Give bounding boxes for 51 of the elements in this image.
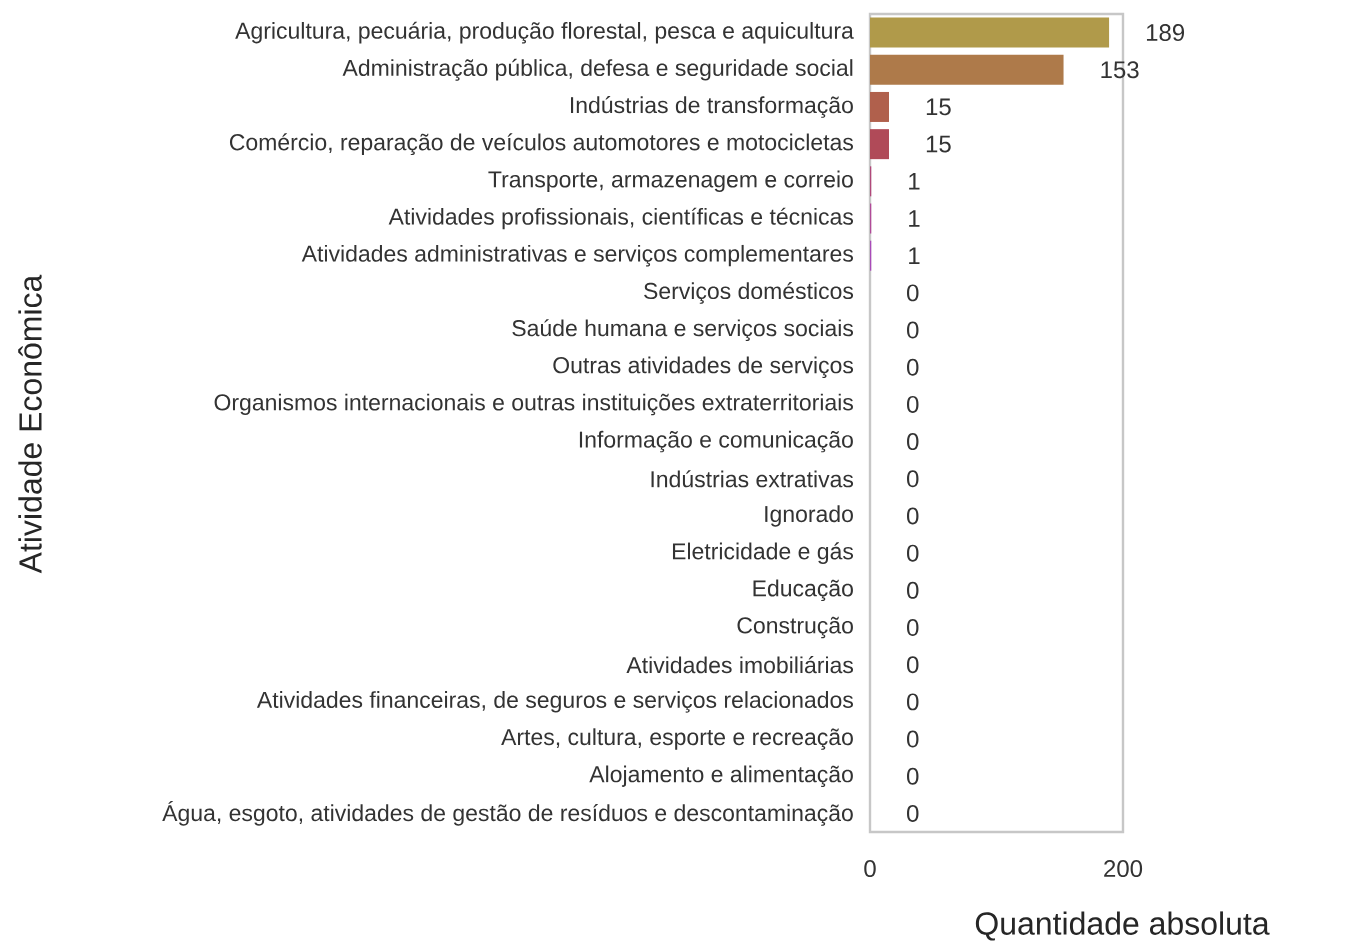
y-tick-label: Artes, cultura, esporte e recreação xyxy=(501,728,853,750)
data-label: 0 xyxy=(907,730,919,748)
y-tick-label: Atividades administrativas e serviços complementares xyxy=(301,244,853,267)
data-label: 0 xyxy=(907,767,919,785)
data-label: 1 xyxy=(909,247,920,264)
y-tick-label: Saúde humana e serviços sociais xyxy=(512,319,854,341)
y-tick-label: Atividades financeiras, de seguros e serviços relacionados xyxy=(256,691,853,713)
data-label: 0 xyxy=(907,544,919,562)
y-tick-label: Educação xyxy=(753,579,853,602)
data-label: 0 xyxy=(907,470,919,488)
y-tick-label: Construção xyxy=(737,616,853,639)
y-tick-label: Indústrias de transformação xyxy=(570,96,853,118)
bar xyxy=(870,91,889,122)
data-label: 1 xyxy=(909,210,920,227)
data-label: 0 xyxy=(907,693,919,711)
data-label: 0 xyxy=(907,804,919,822)
y-tick-label: Informação e comunicação xyxy=(579,430,853,453)
data-label: 153 xyxy=(1101,61,1139,79)
y-tick-label: Indústrias extrativas xyxy=(651,470,854,488)
data-label: 0 xyxy=(907,358,919,376)
data-label: 0 xyxy=(907,433,919,451)
data-label: 189 xyxy=(1146,24,1185,42)
y-tick-label: Alojamento e alimentação xyxy=(589,765,853,787)
y-axis-title: Atividade Econômica xyxy=(18,274,42,574)
y-tick-label: Organismos internacionais e outras instituições extraterritoriais xyxy=(214,393,853,416)
y-tick-label: Atividades imobiliárias xyxy=(626,656,854,674)
data-label: 15 xyxy=(926,98,951,116)
data-label: 0 xyxy=(907,321,919,339)
data-label: 0 xyxy=(907,395,919,413)
data-label: 0 xyxy=(907,284,919,302)
y-tick-label: Agricultura, pecuária, produção florestal, pesca e aquicultura xyxy=(235,21,854,44)
data-label: 0 xyxy=(907,581,919,599)
y-tick-label: Outras atividades de serviços xyxy=(553,356,854,378)
y-tick-label: Administração pública, defesa e seguridade social xyxy=(342,58,853,81)
data-label: 0 xyxy=(907,656,919,674)
y-tick-label: Serviços domésticos xyxy=(644,281,854,304)
x-axis-title: Quantidade absoluta xyxy=(975,911,1270,941)
bar xyxy=(870,54,1064,85)
y-tick-label: Transporte, armazenagem e correio xyxy=(488,170,853,193)
bar xyxy=(870,129,889,160)
y-tick-label: Água, esgoto, atividades de gestão de resíduos e descontaminação xyxy=(162,801,853,826)
bar xyxy=(870,17,1110,48)
y-tick-label: Comércio, reparação de veículos automotores e motocicletas xyxy=(229,133,853,156)
y-tick-label: Atividades profissionais, científicas e técnicas xyxy=(388,207,854,230)
data-label: 1 xyxy=(909,173,920,190)
y-tick-label: Eletricidade e gás xyxy=(672,542,854,564)
x-tick-label: 200 xyxy=(1104,860,1143,878)
data-label: 0 xyxy=(907,507,919,525)
y-tick-label: Ignorado xyxy=(765,505,853,527)
data-label: 15 xyxy=(926,135,951,153)
data-label: 0 xyxy=(907,619,919,636)
